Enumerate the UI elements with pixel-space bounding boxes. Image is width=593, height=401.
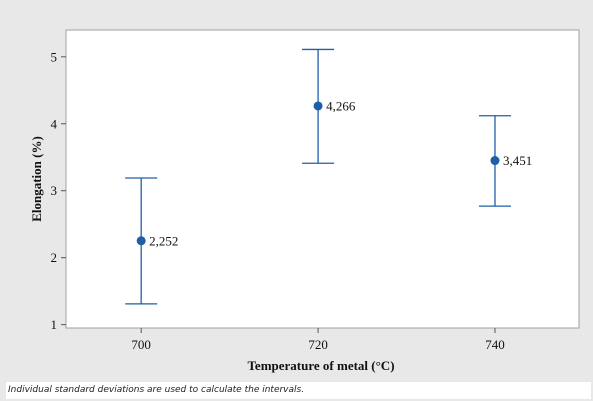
- mean-point: [313, 101, 323, 111]
- interval-plot: 1 2 3 4 5 700 720 740 2,252 4,266 3,451 Temperat…: [29, 29, 580, 373]
- mean-data-label: 3,451: [503, 153, 532, 168]
- y-axis: 1 2 3 4 5: [51, 49, 66, 332]
- y-tick-label: 2: [51, 250, 58, 265]
- y-tick-label: 1: [51, 317, 58, 332]
- intervals-group: 2,252 4,266 3,451: [125, 48, 532, 305]
- y-tick-label: 3: [51, 183, 58, 198]
- x-axis: 700 720 740: [131, 328, 505, 352]
- mean-point: [490, 156, 500, 166]
- mean-data-label: 2,252: [149, 233, 178, 248]
- y-axis-title: Elongation (%): [29, 136, 44, 222]
- x-tick-label: 740: [485, 337, 505, 352]
- x-tick-label: 720: [308, 337, 328, 352]
- mean-point: [136, 236, 146, 246]
- plot-area: [65, 29, 580, 329]
- x-tick-label: 700: [131, 337, 151, 352]
- footnote: Individual standard deviations are used …: [6, 382, 591, 399]
- y-tick-label: 4: [51, 116, 58, 131]
- y-tick-label: 5: [51, 49, 58, 64]
- mean-data-label: 4,266: [326, 98, 356, 113]
- x-axis-title: Temperature of metal (°C): [247, 358, 394, 373]
